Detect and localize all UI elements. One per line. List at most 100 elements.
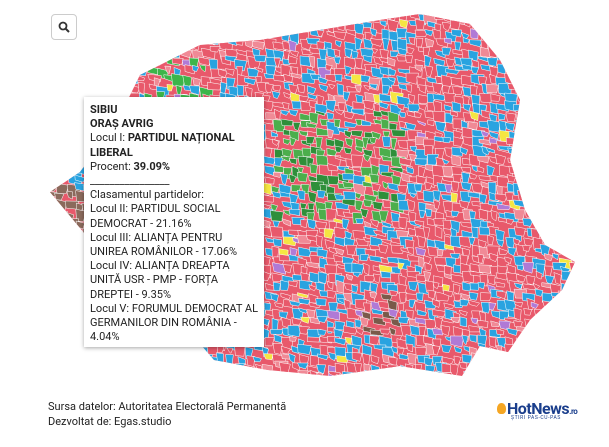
locality [58, 353, 70, 361]
locality [513, 209, 526, 220]
locality [507, 57, 515, 66]
ranking-row: Locul IV: ALIANȚA DREAPTA UNITĂ USR - PM… [90, 259, 230, 301]
locality [327, 175, 339, 186]
locality [506, 362, 515, 370]
locality [306, 218, 318, 230]
locality [516, 382, 523, 387]
locality [488, 302, 497, 311]
locality [535, 202, 546, 208]
locality [300, 380, 307, 386]
locality [278, 253, 292, 262]
locality [487, 374, 496, 376]
locality [343, 380, 356, 385]
locality [472, 380, 483, 393]
locality [508, 31, 523, 40]
locality [53, 302, 66, 310]
locality [129, 19, 139, 31]
locality [425, 383, 434, 390]
locality [408, 36, 416, 46]
locality [362, 55, 373, 64]
locality [72, 227, 81, 236]
locality [542, 55, 552, 64]
locality [523, 39, 533, 47]
locality [298, 95, 310, 102]
locality [579, 31, 588, 41]
locality [342, 91, 351, 102]
locality [513, 226, 526, 237]
locality [74, 328, 85, 341]
locality [362, 99, 375, 111]
locality [72, 99, 82, 109]
locality [414, 158, 428, 167]
locality [515, 337, 525, 349]
locality [434, 225, 443, 239]
locality [476, 165, 485, 173]
locality [162, 23, 178, 34]
locality [280, 109, 290, 116]
locality [490, 93, 501, 102]
locality [297, 83, 306, 94]
locality [109, 72, 119, 81]
ranking-title: Clasamentul partidelor: [90, 188, 204, 202]
locality [247, 384, 257, 392]
locality [550, 382, 558, 392]
locality [50, 307, 54, 317]
locality [90, 45, 100, 54]
locality [234, 37, 244, 46]
locality [161, 355, 170, 369]
developer: Dezvoltat de: Egas.studio [48, 415, 172, 428]
locality [523, 164, 539, 171]
locality [238, 381, 248, 393]
locality [406, 46, 415, 55]
locality [92, 14, 101, 25]
locality [50, 207, 58, 221]
locality [452, 173, 462, 183]
locality [264, 82, 274, 94]
locality [504, 343, 515, 356]
locality [516, 56, 526, 70]
locality [84, 371, 97, 376]
locality [251, 40, 265, 50]
locality [73, 351, 83, 366]
locality [396, 338, 408, 350]
locality [73, 382, 85, 388]
locality [414, 183, 423, 192]
county: SIBIU [90, 103, 118, 116]
locality [253, 66, 264, 73]
locality [568, 219, 575, 227]
locality [360, 254, 369, 262]
locality [56, 309, 67, 321]
locality [576, 121, 588, 133]
locality [424, 208, 432, 217]
locality [117, 45, 128, 54]
locality [558, 246, 569, 253]
locality [345, 273, 354, 281]
locality [148, 37, 159, 49]
locality [247, 19, 258, 29]
locality [317, 271, 328, 285]
locality [119, 22, 134, 34]
locality [560, 369, 569, 376]
locality [361, 136, 369, 150]
locality [280, 64, 291, 77]
locality [462, 157, 472, 166]
locality [480, 292, 493, 302]
locality [390, 244, 405, 254]
locality [453, 355, 462, 366]
locality [53, 47, 65, 57]
locality [515, 119, 526, 128]
locality [469, 172, 478, 180]
locality [144, 58, 154, 68]
locality [136, 382, 145, 393]
locality [93, 30, 104, 39]
locality [371, 308, 385, 315]
locality [489, 28, 502, 38]
locality [117, 82, 128, 90]
locality [516, 30, 525, 39]
locality [567, 338, 575, 349]
locality [263, 353, 274, 361]
locality [325, 100, 337, 113]
locality [471, 182, 483, 194]
search-button[interactable] [51, 14, 77, 40]
locality [316, 189, 326, 199]
